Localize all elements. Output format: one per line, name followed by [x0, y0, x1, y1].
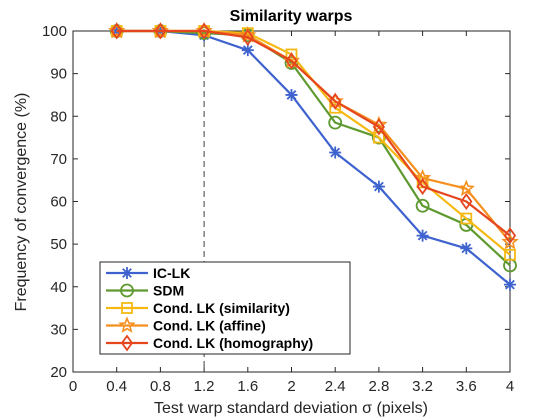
data-point	[285, 48, 298, 61]
x-tick-label: 1.6	[237, 378, 258, 395]
y-tick-label: 100	[42, 23, 67, 40]
data-point	[457, 179, 475, 197]
data-point	[329, 92, 342, 110]
legend-label: Cond. LK (similarity)	[153, 300, 290, 316]
data-point	[121, 302, 133, 314]
data-point	[110, 22, 123, 40]
y-tick-label: 80	[50, 108, 67, 125]
data-point	[120, 334, 134, 352]
y-tick-label: 60	[50, 194, 67, 211]
x-tick-label: 3.2	[412, 378, 433, 395]
series-line	[116, 29, 511, 243]
y-tick-label: 70	[50, 151, 67, 168]
x-tick-label: 2.4	[325, 378, 346, 395]
x-tick-label: 0	[69, 378, 77, 395]
data-point	[108, 21, 126, 39]
series-line	[116, 29, 511, 267]
x-tick-label: 2.8	[368, 378, 389, 395]
data-point	[285, 52, 298, 70]
data-point	[460, 242, 473, 255]
legend-label: IC-LK	[153, 265, 190, 281]
data-point	[121, 267, 133, 279]
data-point	[151, 21, 170, 39]
x-axis-label: Test warp standard deviation σ (pixels)	[154, 400, 428, 417]
data-point	[503, 227, 517, 245]
legend-item: IC-LK	[106, 265, 190, 281]
legend-item: Cond. LK (affine)	[106, 316, 266, 334]
data-point	[328, 115, 343, 130]
data-point	[118, 316, 136, 333]
chart-title: Similarity warps	[230, 8, 353, 25]
data-point	[197, 22, 211, 40]
legend-item: Cond. LK (homography)	[106, 334, 313, 352]
x-tick-label: 0.4	[106, 378, 127, 395]
data-point	[416, 229, 429, 242]
data-point	[416, 178, 429, 196]
y-tick-label: 40	[50, 279, 67, 296]
legend-label: Cond. LK (homography)	[153, 335, 313, 351]
data-point	[154, 22, 167, 40]
data-point	[415, 198, 430, 213]
series-cond-lk-homography	[110, 22, 517, 245]
series-line	[116, 29, 511, 286]
data-point	[460, 212, 473, 225]
series-line	[116, 29, 511, 256]
data-point	[195, 21, 213, 39]
data-point	[371, 130, 386, 145]
series-ic-lk	[110, 25, 516, 291]
legend-label: SDM	[153, 283, 184, 299]
x-tick-label: 3.6	[456, 378, 477, 395]
data-point	[504, 278, 516, 291]
series-cond-lk-similarity	[110, 25, 516, 261]
data-point	[120, 283, 134, 298]
legend-label: Cond. LK (affine)	[153, 318, 266, 334]
data-point	[241, 44, 254, 57]
y-tick-label: 90	[50, 66, 67, 83]
y-axis-label: Frequency of convergence (%)	[13, 93, 30, 312]
legend-item: SDM	[106, 283, 184, 299]
data-point	[326, 92, 344, 109]
x-tick-label: 4	[506, 378, 514, 395]
legend-item: Cond. LK (similarity)	[106, 300, 290, 316]
data-point	[504, 248, 516, 261]
data-point	[241, 28, 254, 46]
data-point	[501, 232, 519, 250]
y-tick-label: 50	[50, 236, 67, 253]
data-point	[372, 118, 386, 136]
data-point	[372, 180, 385, 193]
data-point	[460, 192, 473, 211]
x-tick-label: 0.8	[150, 378, 171, 395]
x-tick-label: 1.2	[194, 378, 215, 395]
series-line	[116, 29, 511, 237]
data-point	[329, 146, 342, 159]
data-point	[285, 88, 298, 101]
series-cond-lk-affine	[108, 21, 519, 250]
data-point	[413, 168, 432, 186]
x-tick-label: 2	[287, 378, 295, 395]
y-tick-label: 30	[50, 321, 67, 338]
y-tick-label: 20	[50, 364, 67, 381]
series-sdm	[109, 24, 517, 273]
